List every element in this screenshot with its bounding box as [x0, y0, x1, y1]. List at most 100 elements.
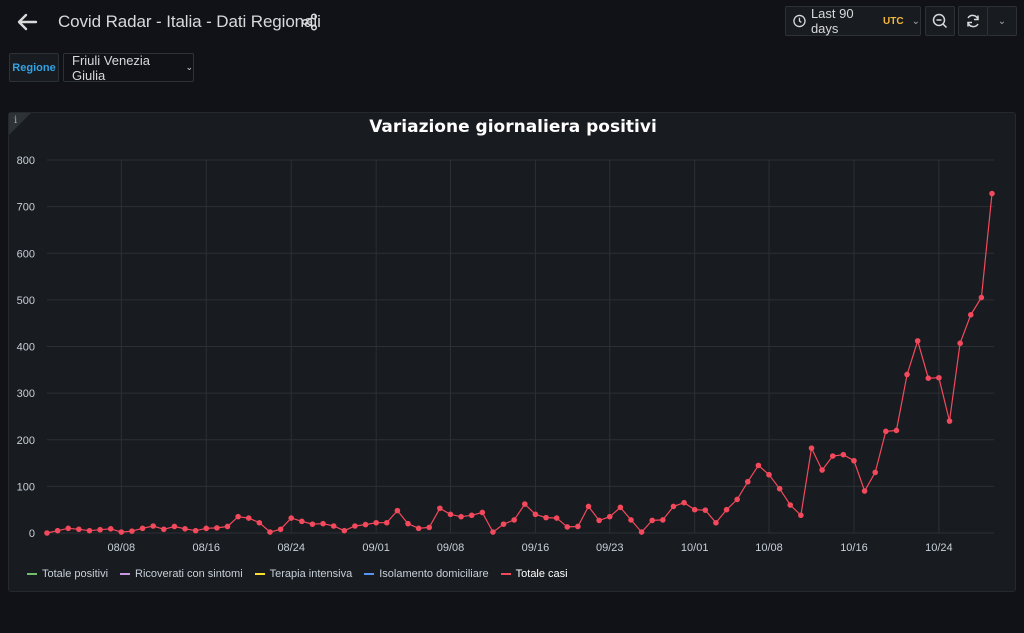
- dashboard-title[interactable]: Covid Radar - Italia - Dati Regionali: [58, 12, 321, 31]
- data-point: [649, 517, 656, 524]
- data-point: [585, 503, 592, 510]
- data-point: [713, 519, 719, 526]
- data-point: [437, 505, 443, 512]
- data-point: [553, 515, 560, 521]
- x-tick-label: 09/23: [596, 542, 624, 554]
- data-point: [978, 294, 985, 301]
- legend-label: Ricoverati con sintomi: [135, 568, 243, 580]
- y-tick-label: 600: [17, 248, 35, 260]
- data-point: [76, 526, 82, 533]
- data-point: [65, 525, 72, 532]
- data-point: [458, 513, 464, 520]
- x-tick-label: 08/24: [277, 542, 305, 554]
- data-point: [256, 519, 263, 526]
- data-point: [129, 528, 135, 534]
- refresh-icon: [967, 14, 979, 28]
- data-point: [320, 520, 326, 527]
- zoom-out-button[interactable]: [925, 6, 955, 36]
- y-tick-label: 500: [17, 295, 35, 307]
- info-icon[interactable]: i: [14, 115, 18, 126]
- y-tick-label: 400: [17, 342, 35, 354]
- legend-item[interactable]: Isolamento domiciliare: [364, 568, 489, 580]
- data-point: [44, 530, 50, 536]
- legend-swatch: [120, 573, 131, 575]
- legend-label: Totale positivi: [42, 568, 109, 580]
- data-point: [511, 517, 517, 523]
- y-tick-label: 100: [17, 481, 35, 493]
- share-icon[interactable]: [300, 12, 320, 32]
- data-point: [203, 525, 210, 532]
- data-point: [309, 521, 316, 527]
- data-point: [904, 371, 910, 378]
- line-chart[interactable]: 0 100 200 300 400 500 600 700 800 08/08 08/16 08/24…: [9, 113, 1017, 593]
- data-point: [691, 506, 698, 513]
- data-point: [681, 499, 687, 506]
- data-point: [139, 525, 146, 532]
- data-point: [808, 445, 815, 451]
- data-point: [766, 471, 772, 478]
- data-point: [277, 526, 284, 533]
- y-tick-label: 800: [17, 155, 35, 167]
- time-range-label: Last 90 days: [810, 6, 854, 36]
- refresh-button[interactable]: [958, 6, 988, 36]
- legend-item[interactable]: Ricoverati con sintomi: [120, 568, 243, 580]
- x-tick-label: 10/08: [755, 542, 783, 554]
- regione-select[interactable]: Friuli Venezia Giulia ⌄: [63, 52, 194, 83]
- data-point: [426, 524, 433, 531]
- data-point: [936, 374, 942, 381]
- data-point: [447, 511, 454, 518]
- data-point: [405, 520, 411, 527]
- data-point: [468, 512, 475, 519]
- chevron-down-icon: ⌄: [997, 15, 1007, 27]
- data-point: [97, 526, 103, 533]
- x-tick-label: 10/01: [681, 542, 709, 554]
- legend-swatch: [27, 573, 37, 575]
- data-point: [957, 340, 963, 347]
- panel-title[interactable]: Variazione giornaliera positivi: [369, 117, 657, 137]
- data-point: [330, 523, 337, 529]
- y-tick-label: 200: [17, 435, 35, 447]
- data-point: [543, 514, 549, 521]
- data-point: [925, 375, 932, 382]
- legend-item[interactable]: Totale positivi: [27, 568, 108, 580]
- data-point: [86, 527, 93, 534]
- data-point: [394, 507, 401, 514]
- series-line-totale-casi: [46, 193, 993, 534]
- data-point: [54, 527, 61, 534]
- data-point: [787, 502, 794, 508]
- regione-value: Friuli Venezia Giulia: [72, 52, 151, 83]
- time-range-picker[interactable]: Last 90 days UTC ⌄: [785, 6, 921, 36]
- top-bar: Covid Radar - Italia - Dati Regionali La…: [0, 0, 1024, 48]
- back-arrow-icon[interactable]: [14, 9, 40, 35]
- data-point: [946, 418, 953, 424]
- data-point: [235, 513, 241, 520]
- data-point: [755, 462, 762, 469]
- data-point: [702, 507, 709, 513]
- data-point: [532, 511, 539, 518]
- x-tick-label: 10/16: [840, 542, 868, 554]
- y-tick-label: 300: [17, 388, 35, 400]
- clock-icon: [793, 14, 806, 28]
- data-point: [500, 521, 507, 527]
- data-point: [490, 529, 496, 535]
- data-point: [575, 523, 581, 530]
- data-point: [160, 526, 167, 533]
- x-tick-label: 08/16: [193, 542, 221, 554]
- data-point: [267, 529, 273, 535]
- data-point: [362, 521, 369, 528]
- data-point: [872, 469, 879, 476]
- legend-item[interactable]: Terapia intensiva: [254, 568, 352, 580]
- refresh-interval-dropdown[interactable]: ⌄: [987, 6, 1017, 36]
- data-point: [967, 311, 974, 318]
- data-point: [522, 501, 528, 507]
- data-point: [660, 517, 666, 523]
- data-point: [352, 523, 358, 529]
- data-point: [171, 523, 178, 530]
- chart-legend: Totale positivi Ricoverati con sintomi Ter…: [27, 568, 580, 580]
- legend-item[interactable]: Totale casi: [500, 568, 568, 580]
- data-point: [840, 451, 847, 458]
- x-tick-label: 09/08: [437, 542, 465, 554]
- data-point: [288, 515, 295, 521]
- data-point: [299, 518, 305, 525]
- legend-swatch: [254, 573, 265, 575]
